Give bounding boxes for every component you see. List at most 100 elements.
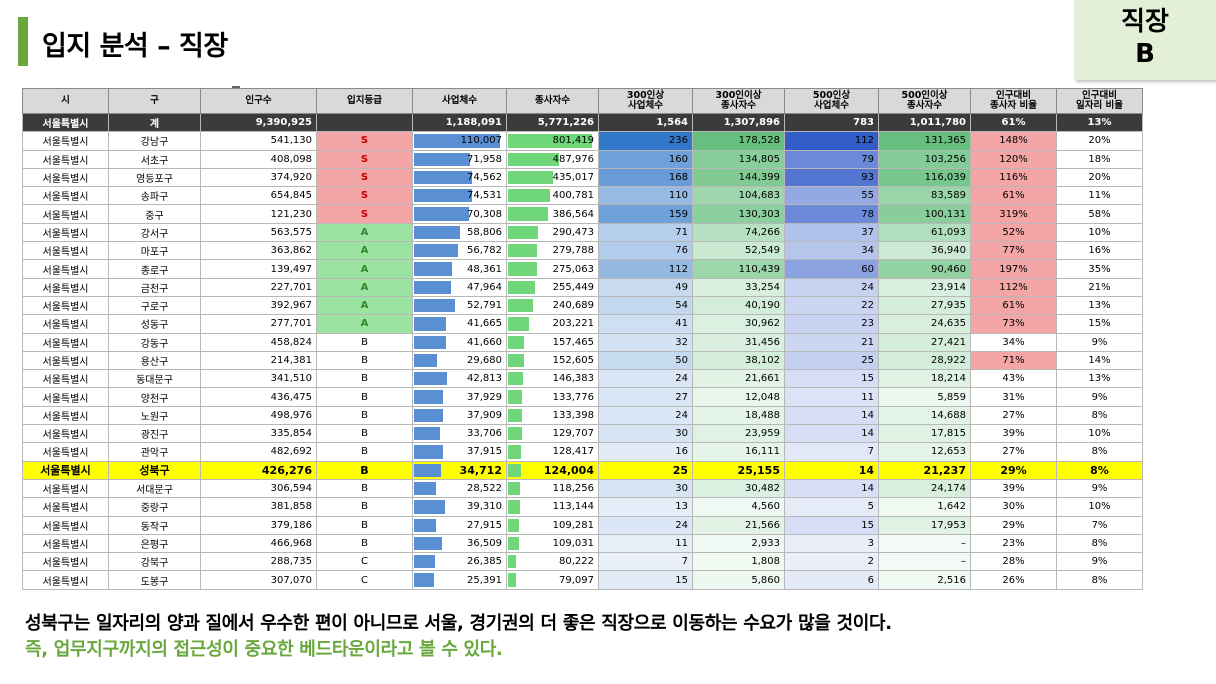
table-cell: 288,735 [200,552,317,572]
data-bar [508,573,517,587]
table-cell: B [316,387,413,407]
table-cell: 12,653 [878,442,971,462]
header-cell: 인구대비 일자리 비율 [1056,88,1143,114]
business-count-cell: 74,562 [412,167,507,188]
cell-value: 801,419 [552,135,594,147]
worker-count-cell: 128,417 [506,442,599,462]
title-accent-bar [18,17,28,66]
header-cell: 300인상 사업체수 [598,88,693,114]
table-cell: 131,365 [878,131,971,151]
table-cell: 서울특별시 [22,204,109,224]
table-header-row: 시 구 인구수 입지등급 사업체수 종사자수 300인상 사업체수 300인이상 종사자수 50… [22,88,1143,114]
table-cell: 노원구 [108,405,201,426]
cell-value: 58,806 [467,226,502,238]
table-cell: 구로구 [108,295,201,316]
table-cell: 104,683 [692,186,785,206]
data-bar [414,207,469,221]
table-row: 서울특별시 은평구 466,968 B 36,509 109,031 11 2,933 3–23… [22,533,1143,554]
business-count-cell: 28,522 [412,478,507,499]
table-cell: 168 [598,167,693,188]
table-cell: 27% [970,442,1057,462]
data-bar [508,189,550,203]
worker-count-cell: 157,465 [506,332,599,352]
data-bar [414,445,444,459]
table-cell: 26% [970,570,1057,590]
table-cell: 341,510 [200,369,317,389]
table-cell: 14 [784,460,879,480]
table-cell: 277,701 [200,314,317,334]
table-cell: 강서구 [108,222,201,243]
table-cell: 110,439 [692,259,785,279]
table-cell: 116,039 [878,167,971,188]
table-cell: 21 [784,332,879,352]
table-cell: 25,155 [692,460,785,480]
table-cell: 139,497 [200,259,317,279]
table-cell: 16% [1056,241,1143,261]
worker-count-cell: 435,017 [506,167,599,188]
table-cell: 160 [598,149,693,169]
table-cell: 103,256 [878,149,971,169]
table-cell: 498,976 [200,405,317,426]
table-cell: 서울특별시 [22,167,109,188]
data-bar [508,555,517,569]
table-cell: 13% [1056,369,1143,389]
cell-value: 128,417 [552,446,594,458]
cell-value: 37,915 [467,446,502,458]
table-cell: 74,266 [692,222,785,243]
cell-value: 124,004 [543,463,594,477]
table-cell: 강동구 [108,332,201,352]
table-cell: 363,862 [200,241,317,261]
business-count-cell: 74,531 [412,186,507,206]
table-cell: 20% [1056,131,1143,151]
table-cell: 28% [970,552,1057,572]
data-bar [414,353,438,368]
table-cell: 34 [784,241,879,261]
table-cell: 21,661 [692,369,785,389]
table-cell: 71 [598,222,693,243]
table-row: 서울특별시 구로구 392,967 A 52,791 240,689 54 40,190 22 2… [22,295,1143,316]
table-cell: 15 [598,570,693,590]
data-bar [414,536,443,551]
table-cell: 서울특별시 [22,350,109,371]
table-cell: 송파구 [108,186,201,206]
worker-count-cell: 203,221 [506,314,599,334]
worker-count-cell: 124,004 [506,460,599,480]
table-cell: 17,815 [878,424,971,444]
table-cell: 39% [970,424,1057,444]
table-cell: 20% [1056,167,1143,188]
data-bar [508,280,535,294]
table-cell: 24 [598,369,693,389]
table-cell: 134,805 [692,149,785,169]
table-cell: A [316,259,413,279]
table-cell: 379,186 [200,515,317,535]
table-row: 서울특별시 강남구 541,130 S 110,007 801,419 236 178,528… [22,131,1143,151]
table-cell: 227,701 [200,277,317,297]
table-cell: 서울특별시 [22,570,109,590]
table-cell: 10% [1056,424,1143,444]
data-bar [508,463,521,477]
table-cell: 9% [1056,332,1143,352]
table-cell: 17,953 [878,515,971,535]
table-cell: C [316,570,413,590]
table-cell: 1,307,896 [692,112,785,133]
table-cell: 55 [784,186,879,206]
table-cell: 은평구 [108,533,201,554]
data-bar [414,518,436,532]
table-cell: 서울특별시 [22,515,109,535]
worker-count-cell: 109,031 [506,533,599,554]
table-cell: 16 [598,442,693,462]
table-row: 서울특별시 양천구 436,475 B 37,929 133,776 27 12,048 11 5… [22,387,1143,407]
table-cell: S [316,167,413,188]
table-cell: 159 [598,204,693,224]
table-cell [316,112,413,133]
table-cell: 13% [1056,295,1143,316]
table-cell: 54 [598,295,693,316]
table-cell: 35% [1056,259,1143,279]
data-bar [508,335,525,349]
cell-value: 52,791 [467,300,502,312]
table-cell: B [316,442,413,462]
table-row: 서울특별시 노원구 498,976 B 37,909 133,398 24 18,488 14 1… [22,405,1143,426]
table-cell: 27,935 [878,295,971,316]
table-cell: 8% [1056,405,1143,426]
table-cell: 14 [784,405,879,426]
